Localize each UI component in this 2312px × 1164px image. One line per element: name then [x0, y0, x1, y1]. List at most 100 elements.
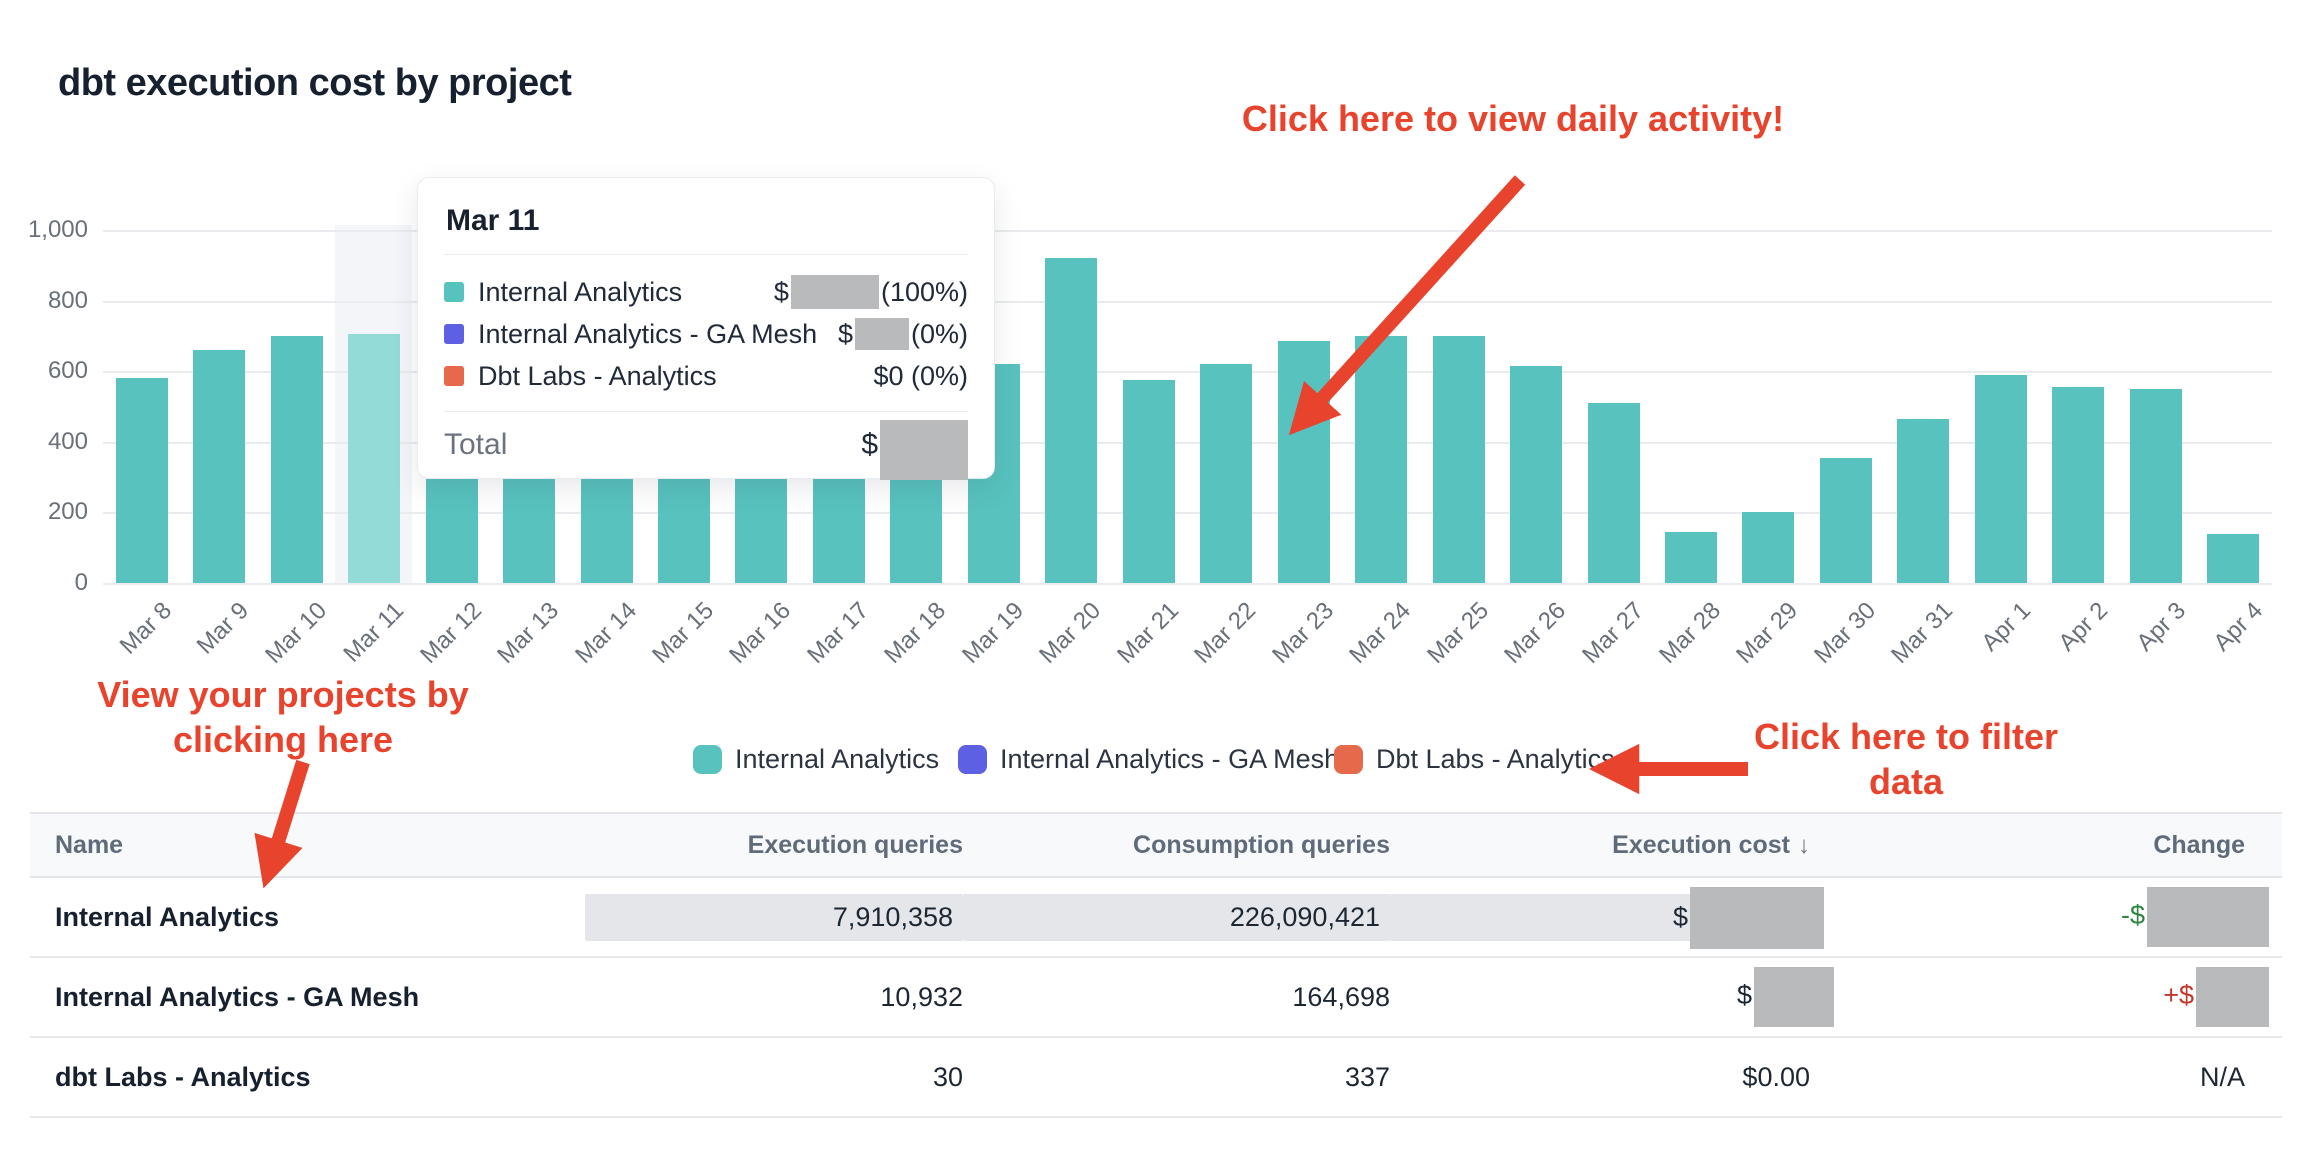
bar-mar-12[interactable] [426, 479, 478, 583]
execution-queries-cell: 30 [932, 1061, 963, 1092]
chart-tooltip: Mar 11 Internal Analytics $ (100%) Inter… [417, 177, 995, 480]
consumption-queries-cell: 337 [1344, 1061, 1390, 1092]
project-name[interactable]: dbt Labs - Analytics [55, 1061, 311, 1092]
bar-mar-28[interactable] [1665, 532, 1717, 583]
bar-mar-8[interactable] [116, 378, 168, 583]
bar-mar-17[interactable] [813, 479, 865, 583]
bar-mar-30[interactable] [1820, 458, 1872, 583]
execution-cost-cell: $0.00 [1742, 1061, 1810, 1092]
bar-mar-18[interactable] [890, 479, 942, 583]
legend-item-dbt-labs-analytics[interactable]: Dbt Labs - Analytics [1334, 743, 1615, 775]
bar-mar-16[interactable] [735, 479, 787, 583]
column-header-execution-queries[interactable]: Execution queries [747, 830, 963, 859]
legend-swatch-icon [1334, 744, 1363, 774]
tooltip-series-row: Internal Analytics $ (100%) [444, 271, 968, 313]
legend-swatch-icon [958, 744, 987, 774]
series-label: Internal Analytics [478, 276, 683, 307]
bar-apr-2[interactable] [2052, 387, 2104, 583]
gridline [103, 583, 2272, 585]
legend-label: Internal Analytics - GA Mesh [1000, 743, 1340, 774]
legend-label: Internal Analytics [735, 743, 940, 774]
gridline [103, 512, 2272, 514]
sort-desc-icon: ↓ [1798, 831, 1810, 859]
annotation-filter-data: Click here to filter data [1753, 716, 2059, 802]
table-row[interactable]: Internal Analytics 7,910,358 226,090,421… [30, 878, 2282, 958]
annotation-daily-activity: Click here to view daily activity! [1241, 98, 1785, 139]
column-header-name[interactable]: Name [55, 830, 124, 859]
series-swatch-icon [444, 324, 464, 344]
execution-queries-cell: 7,910,358 [585, 893, 963, 941]
change-cell: -$ [1810, 887, 2269, 947]
y-axis-tick: 1,000 [27, 216, 88, 243]
bar-mar-24[interactable] [1355, 336, 1407, 583]
series-value: $ (100%) [774, 275, 968, 309]
table-row[interactable]: Internal Analytics - GA Mesh 10,932 164,… [30, 958, 2282, 1038]
tooltip-series-row: Internal Analytics - GA Mesh $ (0%) [444, 313, 968, 355]
y-axis-tick: 400 [47, 428, 88, 455]
bar-mar-31[interactable] [1897, 419, 1949, 583]
bar-mar-22[interactable] [1200, 364, 1252, 583]
series-label: Internal Analytics - GA Mesh [478, 318, 818, 349]
tooltip-total-row: Total $ [444, 420, 968, 480]
consumption-queries-cell: 226,090,421 [963, 893, 1390, 941]
redacted-value [1754, 967, 1834, 1027]
tooltip-divider [444, 411, 968, 412]
series-value: $0 (0%) [873, 360, 968, 391]
bar-mar-29[interactable] [1742, 512, 1794, 583]
bar-mar-27[interactable] [1588, 403, 1640, 583]
column-header-execution-cost[interactable]: Execution cost ↓ [1612, 830, 1810, 859]
legend-item-internal-analytics-ga-mesh[interactable]: Internal Analytics - GA Mesh [958, 743, 1339, 775]
tooltip-date: Mar 11 [446, 204, 540, 237]
gridline [103, 371, 2272, 373]
redacted-value [790, 275, 879, 309]
bar-mar-26[interactable] [1510, 366, 1562, 583]
project-name[interactable]: Internal Analytics - GA Mesh [55, 981, 420, 1012]
series-value: $ (0%) [837, 318, 968, 350]
y-axis-tick: 600 [47, 357, 88, 384]
projects-table: Name Execution queries Consumption queries… [30, 812, 2282, 1118]
project-name[interactable]: Internal Analytics [55, 901, 280, 932]
bar-mar-11[interactable] [348, 334, 400, 583]
bar-mar-15[interactable] [658, 479, 710, 583]
bar-apr-3[interactable] [2130, 389, 2182, 583]
series-swatch-icon [444, 366, 464, 386]
tooltip-divider [444, 254, 968, 255]
bar-mar-21[interactable] [1123, 380, 1175, 583]
y-axis-tick: 200 [47, 498, 88, 525]
bar-mar-10[interactable] [271, 336, 323, 583]
series-swatch-icon [444, 282, 464, 302]
bar-mar-9[interactable] [193, 350, 245, 583]
redacted-value [2196, 967, 2269, 1027]
bar-apr-4[interactable] [2207, 534, 2259, 583]
annotation-view-projects: View your projects by clicking here [97, 674, 469, 760]
series-label: Dbt Labs - Analytics [478, 360, 717, 391]
legend-item-internal-analytics[interactable]: Internal Analytics [693, 743, 939, 775]
execution-queries-cell: 10,932 [880, 981, 963, 1012]
bar-mar-20[interactable] [1045, 258, 1097, 583]
table-header: Name Execution queries Consumption queries… [30, 812, 2282, 878]
gridline [103, 230, 2272, 232]
consumption-queries-cell: 164,698 [1292, 981, 1390, 1012]
tooltip-series-row: Dbt Labs - Analytics $0 (0%) [444, 355, 968, 397]
column-header-change[interactable]: Change [2153, 830, 2245, 859]
legend-label: Dbt Labs - Analytics [1376, 743, 1615, 774]
tooltip-total-value: $ [861, 420, 968, 480]
gridline [103, 442, 2272, 444]
redacted-value [1690, 887, 1824, 950]
gridline [103, 301, 2272, 303]
bar-mar-14[interactable] [581, 479, 633, 583]
legend-swatch-icon [693, 744, 722, 774]
bar-mar-23[interactable] [1278, 341, 1330, 583]
table-row[interactable]: dbt Labs - Analytics 30 337 $0.00 N/A [30, 1038, 2282, 1118]
change-cell: +$ [1810, 967, 2269, 1027]
y-axis-tick: 800 [47, 287, 88, 314]
bar-apr-1[interactable] [1975, 375, 2027, 583]
y-axis-tick: 0 [74, 569, 88, 596]
column-header-consumption-queries[interactable]: Consumption queries [1133, 830, 1390, 859]
redacted-value [2147, 887, 2269, 947]
bar-mar-13[interactable] [503, 479, 555, 583]
change-cell: N/A [2199, 1061, 2245, 1092]
bar-mar-25[interactable] [1433, 336, 1485, 583]
redacted-value [854, 318, 909, 350]
